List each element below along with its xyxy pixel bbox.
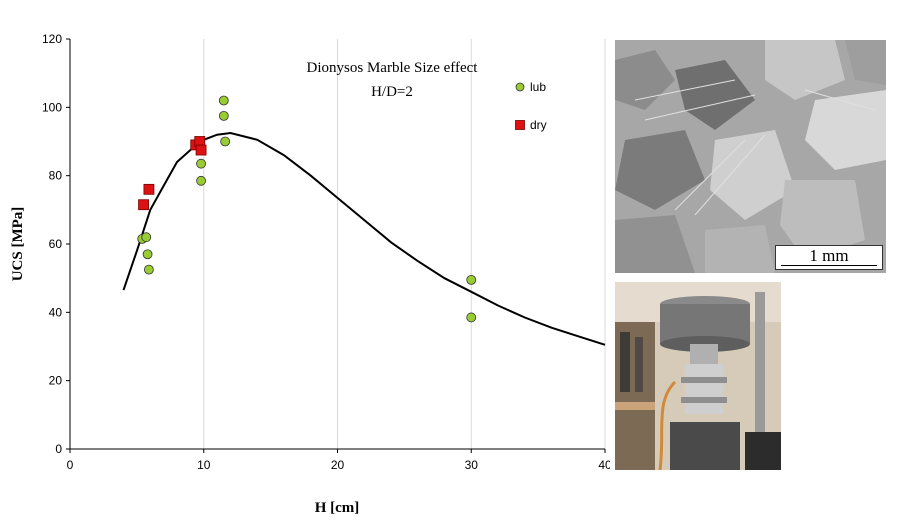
y-tick-label-60: 60 bbox=[49, 237, 63, 251]
x-tick-label-40: 40 bbox=[598, 458, 610, 472]
point-lub-10 bbox=[466, 312, 477, 323]
point-lub-7 bbox=[218, 110, 229, 121]
point-lub-4 bbox=[196, 158, 206, 169]
fit-curve-line bbox=[122, 131, 606, 346]
y-tick-label-80: 80 bbox=[49, 169, 63, 183]
y-tick-label-120: 120 bbox=[42, 32, 62, 46]
x-tick-label-20: 20 bbox=[331, 458, 345, 472]
point-lub-6 bbox=[218, 95, 229, 106]
legend-label-lub: lub bbox=[530, 80, 546, 94]
x-tick-labels: 0 10 20 30 40 bbox=[67, 458, 610, 472]
chart-title: Dionysos Marble Size effect bbox=[307, 60, 479, 76]
vertical-gridlines bbox=[203, 39, 606, 449]
x-axis-title: H [cm] bbox=[315, 500, 360, 516]
point-lub-5 bbox=[196, 175, 206, 186]
point-dry-1 bbox=[143, 183, 155, 195]
point-lub-3 bbox=[144, 264, 154, 275]
legend: lub dry bbox=[515, 80, 547, 132]
scale-bar-line bbox=[781, 265, 877, 266]
y-tick-label-40: 40 bbox=[49, 305, 63, 319]
x-tick-label-0: 0 bbox=[67, 458, 74, 472]
fit-curve bbox=[122, 131, 606, 346]
legend-marker-dry bbox=[515, 120, 525, 130]
chart-axes bbox=[66, 38, 606, 453]
point-lub-9 bbox=[466, 274, 477, 285]
data-points bbox=[137, 95, 477, 323]
ucs-size-effect-chart: 0 10 20 30 40 0 20 40 60 80 100 120 Dionysos Marbl… bbox=[10, 32, 610, 516]
x-tick-label-30: 30 bbox=[465, 458, 479, 472]
point-lub-1 bbox=[141, 232, 152, 243]
x-tick-label-10: 10 bbox=[197, 458, 211, 472]
marble-micrograph-image bbox=[615, 40, 886, 273]
test-rig-photo bbox=[615, 282, 781, 470]
scale-bar: 1 mm bbox=[775, 245, 883, 270]
y-tick-label-100: 100 bbox=[42, 100, 62, 114]
point-lub-8 bbox=[220, 136, 231, 147]
scale-bar-label: 1 mm bbox=[809, 246, 849, 265]
legend-label-dry: dry bbox=[530, 118, 547, 132]
legend-marker-lub bbox=[515, 82, 525, 92]
point-lub-2 bbox=[142, 249, 153, 260]
chart-subtitle: H/D=2 bbox=[371, 84, 413, 100]
y-tick-label-20: 20 bbox=[49, 374, 63, 388]
y-tick-label-0: 0 bbox=[55, 442, 62, 456]
point-dry-4 bbox=[195, 144, 207, 156]
y-tick-labels: 0 20 40 60 80 100 120 bbox=[42, 32, 62, 456]
y-axis-title: UCS [MPa] bbox=[10, 207, 26, 282]
point-dry-0 bbox=[138, 199, 149, 211]
